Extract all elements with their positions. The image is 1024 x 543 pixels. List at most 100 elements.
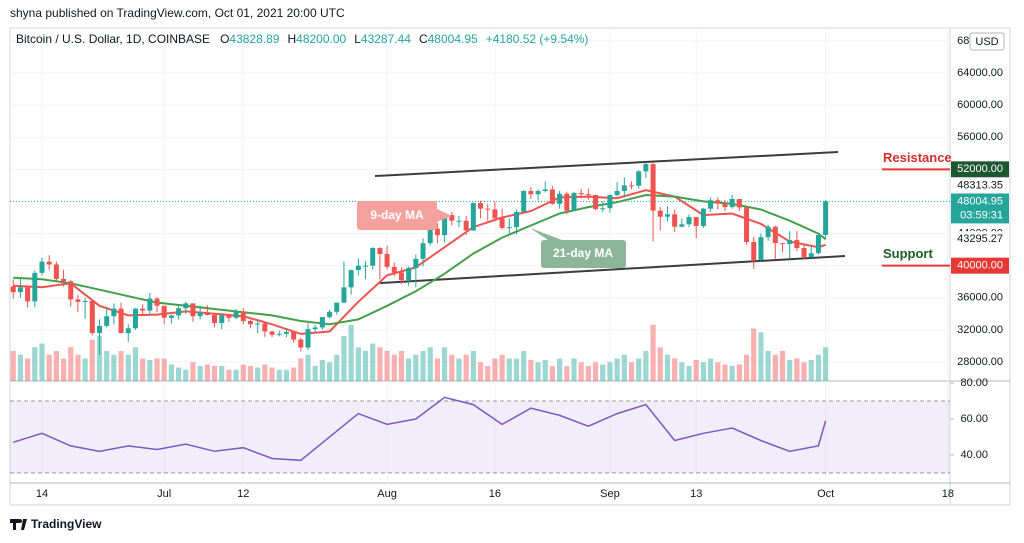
volume-bar [312, 366, 318, 381]
candle-body [118, 308, 124, 334]
volume-bar [197, 366, 203, 381]
candle-body [39, 261, 45, 273]
volume-bar [398, 351, 405, 381]
candle-body [104, 316, 110, 326]
ohlc-value: 48200.00 [296, 32, 346, 46]
volume-bar [53, 351, 59, 381]
candle-body [643, 164, 649, 172]
candle-body [470, 203, 476, 231]
candle-body [549, 189, 555, 204]
candle-body [197, 312, 203, 317]
volume-bar [291, 367, 297, 381]
level-name: Resistance [883, 150, 952, 165]
volume-bar [255, 367, 261, 381]
volume-bar [557, 358, 563, 381]
channel-upper [374, 151, 839, 177]
volume-layer [10, 324, 829, 381]
candle-body [636, 171, 642, 186]
x-tick-label: Aug [377, 488, 397, 500]
ohlc-key: O [220, 32, 229, 46]
volume-bar [672, 358, 678, 381]
candle-body [715, 200, 721, 204]
ohlc-key: L [354, 32, 361, 46]
volume-bar [341, 336, 347, 381]
channel-lower [379, 255, 846, 284]
candle-body [672, 214, 678, 227]
candle-body [593, 195, 599, 210]
price-label: 48313.35 [957, 179, 1003, 191]
candle-body [722, 203, 728, 208]
volume-bar [75, 354, 81, 381]
x-tick-label: Jul [157, 488, 171, 500]
axis-layer: 28000.0032000.0036000.0040000.0044000.00… [36, 35, 1009, 500]
candle-body [82, 300, 88, 302]
rsi-layer [10, 382, 954, 474]
candle-body [521, 191, 527, 212]
volume-bar [161, 358, 167, 381]
volume-bar [370, 343, 376, 381]
volume-bar [89, 339, 95, 381]
volume-bar [614, 358, 620, 381]
y-tick-label: 60000.00 [957, 99, 1003, 111]
candle-body [765, 226, 771, 238]
candle-body [75, 299, 81, 302]
candle-body [614, 191, 620, 196]
x-tick-label: 18 [942, 488, 954, 500]
volume-bar [815, 354, 822, 381]
volume-bar [513, 358, 520, 381]
ohlc-value: 48004.95 [428, 32, 478, 46]
candle-body [183, 303, 189, 309]
ma-line [13, 189, 826, 335]
volume-bar [628, 362, 635, 381]
rsi-tick-label: 60.00 [960, 413, 988, 425]
annotation-pointer [530, 228, 562, 240]
ohlc-key: H [287, 32, 296, 46]
candle-body [204, 312, 210, 316]
volume-bar [571, 358, 577, 381]
candle-body [779, 243, 785, 245]
volume-bar [542, 360, 548, 381]
volume-bar [132, 347, 139, 381]
volume-bar [269, 367, 275, 381]
volume-bar [772, 354, 778, 381]
price-label: 48004.95 [957, 195, 1003, 207]
candle-body [442, 215, 448, 236]
candle-body [32, 272, 38, 302]
candle-body [492, 209, 498, 219]
candle-body [384, 254, 390, 267]
volume-bar [578, 362, 584, 381]
volume-bar [175, 367, 182, 381]
volume-bar [298, 358, 304, 381]
candle-body [513, 211, 519, 228]
volume-bar [549, 366, 556, 381]
volume-bar [226, 369, 232, 381]
volume-bar [521, 351, 527, 381]
candle-body [355, 265, 361, 271]
candle-body [564, 193, 570, 211]
candle-body [772, 226, 778, 244]
candle-body [434, 228, 440, 236]
y-tick-label: 28000.00 [957, 356, 1003, 368]
x-tick-label: 12 [237, 488, 249, 500]
candle-body [334, 302, 340, 312]
candle-body [298, 339, 304, 348]
volume-bar [326, 362, 333, 381]
candle-body [664, 214, 670, 217]
candle-body [729, 199, 735, 208]
volume-bar [664, 354, 671, 381]
volume-bar [183, 369, 189, 381]
annotation-text: 21-day MA [553, 246, 613, 260]
volume-bar [787, 360, 793, 381]
candle-body [679, 224, 685, 227]
volume-bar [262, 364, 268, 381]
volume-bar [154, 358, 160, 381]
volume-bar [729, 366, 735, 381]
volume-bar [82, 358, 88, 381]
candle-body [161, 305, 167, 318]
candle-body [147, 298, 153, 311]
volume-bar [751, 328, 757, 381]
candle-body [708, 200, 714, 209]
candle-body [154, 298, 160, 306]
candle-body [53, 264, 59, 279]
